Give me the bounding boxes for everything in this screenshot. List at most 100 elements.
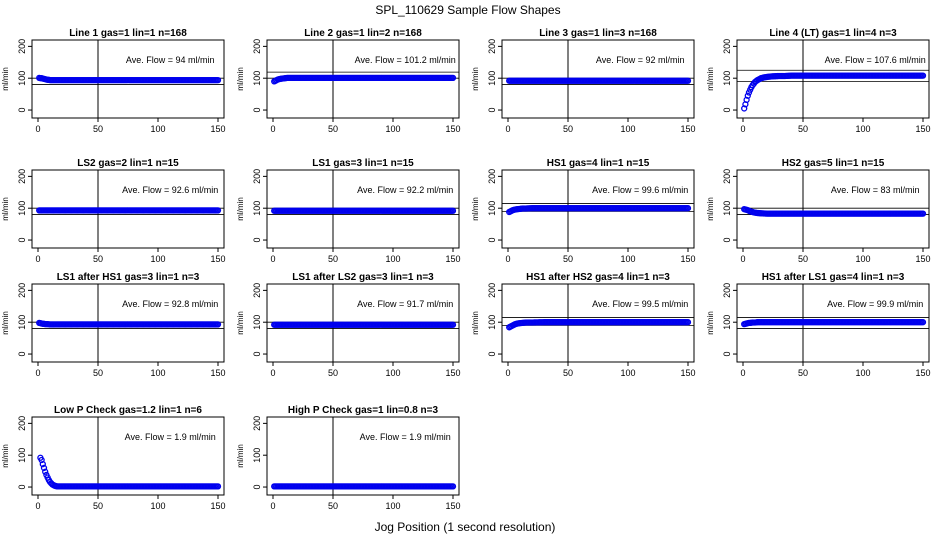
x-tick-label: 150 [210, 368, 225, 378]
panel-title: HS1 after LS1 gas=4 lin=1 n=3 [762, 272, 905, 283]
x-tick-label: 100 [855, 368, 870, 378]
ave-flow-annotation: Ave. Flow = 107.6 ml/min [825, 55, 926, 65]
x-tick-label: 0 [35, 124, 40, 134]
x-tick-label: 100 [150, 368, 165, 378]
x-tick-label: 100 [855, 254, 870, 264]
y-tick-label: 0 [252, 485, 262, 490]
y-tick-label: 200 [487, 39, 497, 54]
plot-frame [266, 39, 460, 119]
ave-flow-annotation: Ave. Flow = 92 ml/min [596, 55, 685, 65]
panel-8: HS2 gas=5 lin=1 n=15 0 50 100 150 0 100 200 ml/m… [706, 158, 931, 264]
x-tick-label: 100 [385, 254, 400, 264]
y-tick-label: 200 [252, 39, 262, 54]
plot-frame [266, 283, 460, 363]
x-tick-label: 100 [385, 124, 400, 134]
y-axis-label: ml/min [236, 197, 245, 221]
y-axis-label: ml/min [706, 311, 715, 335]
ave-flow-annotation: Ave. Flow = 99.9 ml/min [827, 299, 923, 309]
ave-flow-annotation: Ave. Flow = 92.8 ml/min [122, 299, 218, 309]
panel-12: HS1 after LS1 gas=4 lin=1 n=3 0 50 100 150 0 1… [706, 272, 931, 378]
x-tick-label: 50 [328, 501, 338, 511]
x-tick-label: 0 [740, 124, 745, 134]
x-tick-label: 0 [505, 254, 510, 264]
y-axis-label: ml/min [1, 197, 10, 221]
y-tick-label: 200 [722, 169, 732, 184]
panel-7: HS1 gas=4 lin=1 n=15 0 50 100 150 0 100 200 ml/m… [471, 158, 696, 264]
y-tick-label: 0 [17, 352, 27, 357]
x-tick-label: 0 [35, 368, 40, 378]
data-point [213, 321, 220, 328]
panel-title: Line 2 gas=1 lin=2 n=168 [304, 28, 422, 39]
x-tick-label: 0 [740, 368, 745, 378]
panel-title: HS1 gas=4 lin=1 n=15 [547, 158, 650, 169]
figure-title: SPL_110629 Sample Flow Shapes [375, 3, 560, 17]
y-tick-label: 100 [487, 315, 497, 330]
data-point [448, 74, 455, 82]
y-axis-label: ml/min [471, 67, 480, 91]
x-tick-label: 50 [798, 124, 808, 134]
y-tick-label: 100 [252, 71, 262, 86]
data-point [39, 460, 46, 468]
y-axis-label: ml/min [1, 67, 10, 91]
data-point [918, 210, 925, 217]
x-tick-label: 50 [328, 124, 338, 134]
x-tick-label: 150 [915, 368, 930, 378]
y-tick-label: 200 [252, 283, 262, 298]
x-tick-label: 150 [680, 368, 695, 378]
data-point [40, 464, 48, 472]
x-tick-label: 50 [798, 254, 808, 264]
y-tick-label: 0 [252, 352, 262, 357]
plot-frame [501, 283, 695, 363]
y-axis-label: ml/min [706, 197, 715, 221]
y-axis-label: ml/min [1, 311, 10, 335]
data-point [448, 321, 455, 328]
x-tick-label: 0 [35, 501, 40, 511]
x-tick-label: 150 [445, 124, 460, 134]
data-point [753, 209, 760, 216]
y-tick-label: 0 [17, 108, 27, 113]
panel-13: Low P Check gas=1.2 lin=1 n=6 0 50 100 150 0 1… [1, 405, 226, 511]
ave-flow-annotation: Ave. Flow = 91.7 ml/min [357, 299, 453, 309]
panel-11: HS1 after HS2 gas=4 lin=1 n=3 0 50 100 150 0 1… [471, 272, 696, 378]
y-axis-label: ml/min [236, 67, 245, 91]
y-tick-label: 100 [17, 201, 27, 216]
ave-flow-annotation: Ave. Flow = 92.6 ml/min [122, 185, 218, 195]
panel-title: Line 1 gas=1 lin=1 n=168 [69, 28, 187, 39]
y-tick-label: 0 [722, 108, 732, 113]
panel-6: LS1 gas=3 lin=1 n=15 0 50 100 150 0 100 200 ml/m… [236, 158, 461, 264]
y-tick-label: 200 [722, 283, 732, 298]
x-tick-label: 100 [620, 254, 635, 264]
plot-frame [501, 39, 695, 119]
y-tick-label: 200 [17, 39, 27, 54]
panel-title: HS2 gas=5 lin=1 n=15 [782, 158, 885, 169]
data-point [753, 319, 760, 326]
x-tick-label: 150 [210, 501, 225, 511]
plot-frame [266, 416, 460, 496]
x-tick-label: 150 [445, 368, 460, 378]
y-tick-label: 100 [252, 315, 262, 330]
x-tick-label: 50 [563, 368, 573, 378]
data-point [213, 483, 220, 490]
data-point [765, 73, 772, 80]
ave-flow-annotation: Ave. Flow = 83 ml/min [831, 185, 920, 195]
x-tick-label: 100 [620, 124, 635, 134]
y-tick-label: 200 [252, 169, 262, 184]
y-axis-label: ml/min [471, 197, 480, 221]
plot-frame [31, 416, 225, 496]
x-tick-label: 50 [93, 254, 103, 264]
data-point [518, 205, 525, 212]
y-axis-label: ml/min [236, 311, 245, 335]
plot-frame [266, 169, 460, 249]
data-point [42, 468, 49, 475]
x-tick-label: 100 [150, 501, 165, 511]
x-tick-label: 50 [328, 368, 338, 378]
figure-xlabel: Jog Position (1 second resolution) [375, 520, 556, 534]
panel-title: Line 3 gas=1 lin=3 n=168 [539, 28, 657, 39]
plot-frame [501, 169, 695, 249]
panel-title: LS1 gas=3 lin=1 n=15 [312, 158, 414, 169]
y-axis-label: ml/min [1, 444, 10, 468]
x-tick-label: 150 [680, 254, 695, 264]
x-tick-label: 150 [915, 124, 930, 134]
y-tick-label: 200 [252, 416, 262, 431]
